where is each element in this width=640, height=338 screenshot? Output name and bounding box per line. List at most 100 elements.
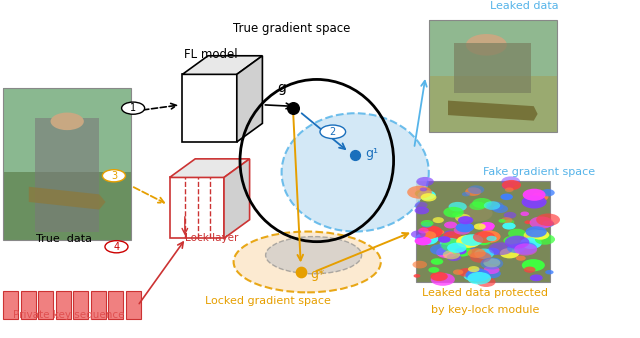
- Circle shape: [525, 226, 547, 238]
- Circle shape: [531, 192, 548, 201]
- Circle shape: [418, 228, 429, 234]
- Circle shape: [505, 188, 514, 192]
- Circle shape: [509, 243, 522, 249]
- Circle shape: [466, 34, 507, 56]
- Circle shape: [500, 248, 520, 259]
- Circle shape: [415, 207, 429, 214]
- Circle shape: [420, 231, 436, 239]
- Circle shape: [452, 212, 462, 217]
- Bar: [91, 291, 106, 319]
- Text: 2: 2: [330, 127, 336, 137]
- Text: Leaked data protected: Leaked data protected: [422, 288, 548, 298]
- Circle shape: [436, 247, 457, 258]
- Circle shape: [474, 223, 486, 230]
- Circle shape: [483, 269, 501, 278]
- Circle shape: [514, 243, 537, 256]
- Bar: [126, 291, 141, 319]
- Circle shape: [441, 239, 467, 252]
- Circle shape: [504, 236, 521, 245]
- Circle shape: [484, 201, 500, 210]
- Polygon shape: [448, 101, 538, 121]
- Circle shape: [415, 233, 438, 245]
- Bar: [56, 291, 71, 319]
- Circle shape: [483, 258, 500, 267]
- Circle shape: [479, 222, 495, 230]
- Circle shape: [463, 272, 481, 281]
- Circle shape: [501, 217, 513, 223]
- Point: [350, 153, 360, 158]
- Circle shape: [462, 244, 475, 251]
- Text: g*: g*: [310, 268, 324, 281]
- Circle shape: [506, 239, 518, 246]
- Circle shape: [465, 187, 481, 196]
- Bar: [454, 43, 531, 93]
- Circle shape: [456, 235, 481, 248]
- Polygon shape: [182, 74, 237, 142]
- Circle shape: [467, 272, 491, 285]
- Text: 3: 3: [111, 171, 117, 181]
- Polygon shape: [29, 187, 106, 210]
- Circle shape: [320, 125, 346, 139]
- Circle shape: [500, 194, 513, 200]
- Circle shape: [485, 248, 500, 255]
- Circle shape: [443, 250, 460, 259]
- Circle shape: [417, 190, 436, 200]
- Circle shape: [488, 258, 500, 264]
- Circle shape: [486, 201, 504, 211]
- Text: FL model: FL model: [184, 48, 238, 61]
- Circle shape: [522, 259, 545, 271]
- Circle shape: [524, 267, 536, 273]
- Text: g¹: g¹: [365, 147, 378, 160]
- Bar: [38, 291, 53, 319]
- Circle shape: [513, 242, 537, 255]
- Circle shape: [415, 190, 429, 197]
- Circle shape: [476, 237, 491, 245]
- Circle shape: [520, 212, 529, 216]
- Circle shape: [502, 222, 516, 230]
- Circle shape: [465, 269, 490, 282]
- Bar: [35, 118, 99, 233]
- Circle shape: [430, 244, 451, 255]
- Circle shape: [415, 202, 428, 209]
- Circle shape: [431, 273, 455, 286]
- Circle shape: [420, 220, 433, 227]
- Text: True  data: True data: [36, 234, 92, 244]
- Circle shape: [541, 189, 555, 196]
- Point: [288, 105, 298, 111]
- Text: by key-lock module: by key-lock module: [431, 305, 540, 315]
- Circle shape: [477, 277, 495, 287]
- Bar: [3, 172, 131, 240]
- Circle shape: [407, 186, 432, 199]
- Bar: [20, 291, 36, 319]
- Circle shape: [428, 267, 439, 273]
- Text: Fake gradient space: Fake gradient space: [483, 167, 595, 177]
- Bar: [108, 291, 124, 319]
- Text: Locked gradient space: Locked gradient space: [205, 296, 330, 306]
- Text: 1: 1: [130, 103, 136, 113]
- Circle shape: [493, 205, 508, 213]
- Circle shape: [489, 242, 513, 255]
- Circle shape: [481, 258, 503, 269]
- Circle shape: [461, 234, 483, 246]
- Text: g: g: [277, 81, 286, 95]
- Polygon shape: [224, 159, 250, 238]
- Circle shape: [468, 248, 486, 258]
- Circle shape: [535, 234, 555, 245]
- Bar: [429, 20, 557, 76]
- Circle shape: [505, 236, 529, 249]
- Circle shape: [502, 183, 514, 189]
- Circle shape: [502, 180, 521, 190]
- Circle shape: [449, 202, 467, 212]
- Circle shape: [450, 244, 464, 251]
- Circle shape: [536, 214, 560, 226]
- Circle shape: [411, 231, 426, 238]
- Bar: [416, 181, 550, 282]
- Circle shape: [470, 251, 492, 263]
- Circle shape: [436, 230, 444, 234]
- Circle shape: [454, 226, 470, 235]
- Circle shape: [420, 193, 436, 201]
- Circle shape: [474, 248, 494, 259]
- Circle shape: [419, 225, 443, 238]
- Circle shape: [484, 266, 500, 274]
- Circle shape: [542, 221, 554, 227]
